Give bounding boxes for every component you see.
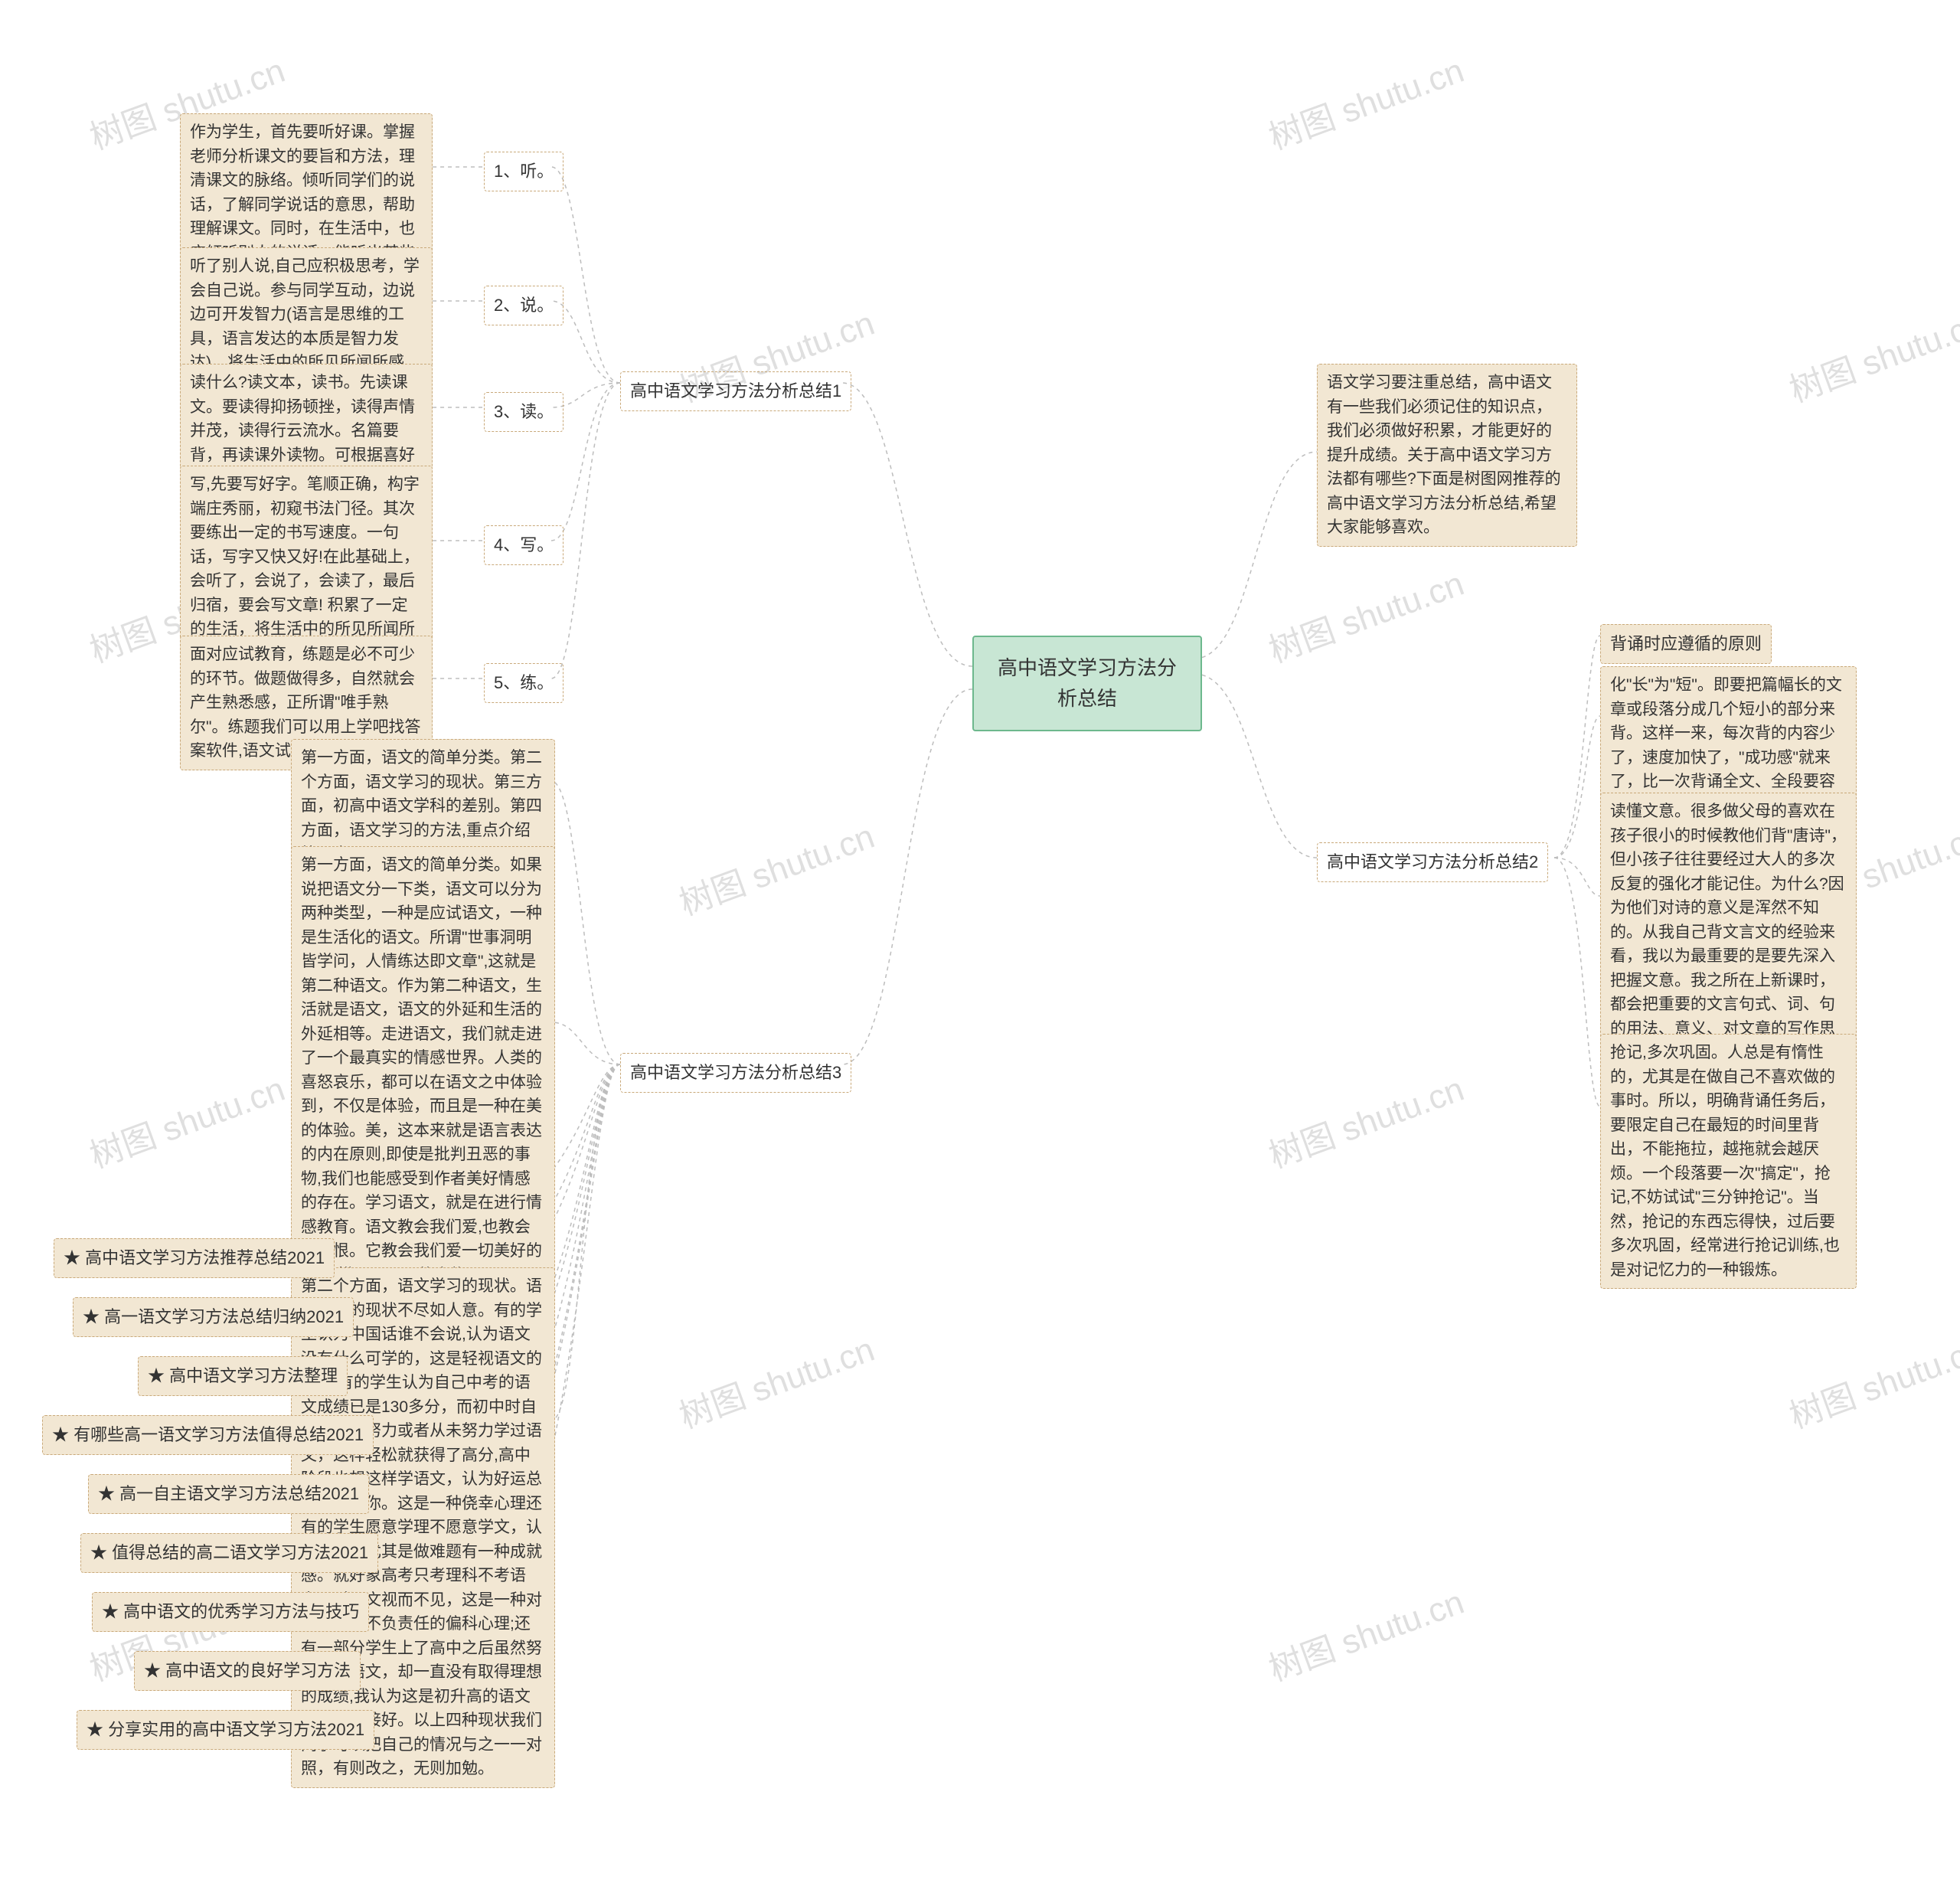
- branch1-num: 2、说。: [484, 286, 564, 325]
- branch1-num: 3、读。: [484, 392, 564, 432]
- branch2-item: 抢记,多次巩固。人总是有惰性的，尤其是在做自己不喜欢做的事时。所以，明确背诵任务…: [1600, 1034, 1857, 1289]
- watermark: 树图 shutu.cn: [1261, 1061, 1469, 1177]
- intro-node: 语文学习要注重总结，高中语文有一些我们必须记住的知识点，我们必须做好积累，才能更…: [1317, 364, 1577, 547]
- link-item[interactable]: ★ 值得总结的高二语文学习方法2021: [80, 1533, 378, 1573]
- watermark: 树图 shutu.cn: [82, 1061, 290, 1177]
- link-item[interactable]: ★ 分享实用的高中语文学习方法2021: [77, 1710, 374, 1750]
- branch1-num: 4、写。: [484, 525, 564, 565]
- branch3-title: 高中语文学习方法分析总结3: [620, 1053, 851, 1093]
- link-item[interactable]: ★ 高中语文的优秀学习方法与技巧: [92, 1592, 369, 1632]
- watermark: 树图 shutu.cn: [1782, 1322, 1960, 1437]
- watermark: 树图 shutu.cn: [1261, 1574, 1469, 1690]
- watermark: 树图 shutu.cn: [1261, 556, 1469, 672]
- link-item[interactable]: ★ 有哪些高一语文学习方法值得总结2021: [42, 1415, 374, 1455]
- watermark: 树图 shutu.cn: [1782, 296, 1960, 411]
- branch1-title: 高中语文学习方法分析总结1: [620, 371, 851, 411]
- branch1-num: 1、听。: [484, 152, 564, 191]
- branch2-title: 高中语文学习方法分析总结2: [1317, 842, 1548, 882]
- link-item[interactable]: ★ 高一自主语文学习方法总结2021: [88, 1474, 369, 1514]
- center-node: 高中语文学习方法分析总结: [972, 636, 1202, 731]
- watermark: 树图 shutu.cn: [671, 1322, 880, 1437]
- watermark: 树图 shutu.cn: [1261, 43, 1469, 159]
- watermark: 树图 shutu.cn: [671, 809, 880, 924]
- link-item[interactable]: ★ 高中语文学习方法推荐总结2021: [54, 1238, 335, 1278]
- link-item[interactable]: ★ 高中语文的良好学习方法: [134, 1651, 361, 1691]
- branch2-item: 背诵时应遵循的原则: [1600, 624, 1772, 664]
- link-item[interactable]: ★ 高一语文学习方法总结归纳2021: [73, 1297, 354, 1337]
- link-item[interactable]: ★ 高中语文学习方法整理: [138, 1356, 348, 1396]
- branch1-num: 5、练。: [484, 663, 564, 703]
